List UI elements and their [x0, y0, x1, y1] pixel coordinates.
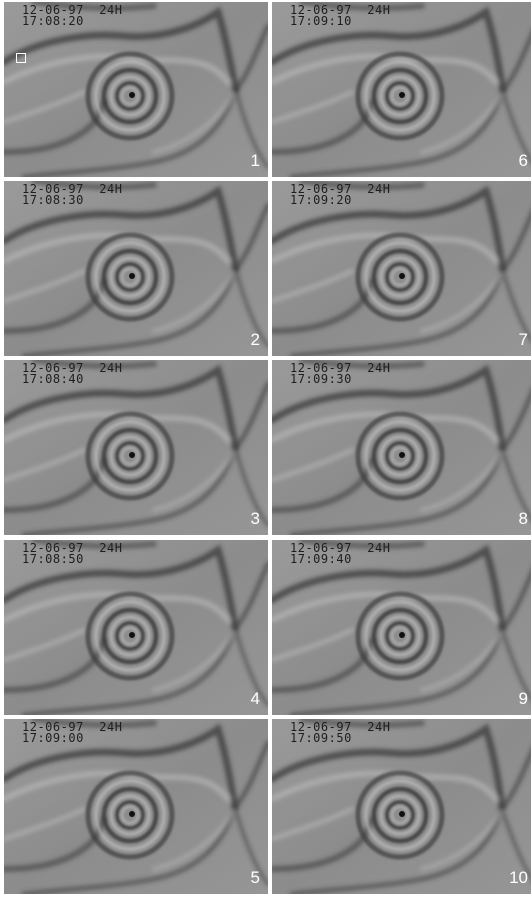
date-mode-line: 12-06-97 24H [22, 541, 123, 555]
time-text: 17:09:30 [290, 372, 352, 386]
date-text: 12-06-97 [290, 3, 352, 17]
spiral-wave-image [4, 360, 268, 535]
date-text: 12-06-97 [290, 541, 352, 555]
video-frame-10: 12-06-97 24H 17:09:50 10 [272, 719, 531, 894]
date-mode-line: 12-06-97 24H [22, 3, 123, 17]
timestamp-overlay: 12-06-97 24H 17:08:20 [22, 3, 123, 28]
date-mode-line: 12-06-97 24H [22, 182, 123, 196]
timestamp-overlay: 12-06-97 24H 17:09:20 [290, 182, 391, 207]
date-text: 12-06-97 [290, 361, 352, 375]
video-frame-4: 12-06-97 24H 17:08:50 4 [4, 540, 268, 715]
date-mode-line: 12-06-97 24H [290, 361, 391, 375]
timestamp-overlay: 12-06-97 24H 17:08:40 [22, 361, 123, 386]
frame-number: 2 [250, 330, 260, 349]
time-text: 17:08:40 [22, 372, 84, 386]
time-text: 17:09:00 [22, 731, 84, 745]
date-text: 12-06-97 [22, 182, 84, 196]
date-text: 12-06-97 [22, 541, 84, 555]
mode-text: 24H [367, 3, 391, 17]
time-text: 17:08:50 [22, 552, 84, 566]
video-frame-5: 12-06-97 24H 17:09:00 5 [4, 719, 268, 894]
mode-text: 24H [99, 182, 123, 196]
time-text: 17:09:10 [290, 14, 352, 28]
date-mode-line: 12-06-97 24H [290, 720, 391, 734]
mode-text: 24H [99, 361, 123, 375]
date-mode-line: 12-06-97 24H [290, 3, 391, 17]
date-text: 12-06-97 [290, 720, 352, 734]
time-text: 17:08:30 [22, 193, 84, 207]
frame-number: 4 [250, 689, 260, 708]
spiral-wave-image [272, 360, 531, 535]
spiral-wave-image [272, 719, 531, 894]
spiral-wave-image [4, 540, 268, 715]
date-text: 12-06-97 [290, 182, 352, 196]
time-text: 17:08:20 [22, 14, 84, 28]
frame-number: 1 [250, 151, 260, 170]
video-frame-3: 12-06-97 24H 17:08:40 3 [4, 360, 268, 535]
time-text: 17:09:40 [290, 552, 352, 566]
time-text: 17:09:50 [290, 731, 352, 745]
mode-text: 24H [99, 541, 123, 555]
date-text: 12-06-97 [22, 361, 84, 375]
date-mode-line: 12-06-97 24H [22, 720, 123, 734]
spiral-wave-image [4, 181, 268, 356]
mode-text: 24H [367, 361, 391, 375]
video-frame-1: 12-06-97 24H 17:08:20 1 [4, 2, 268, 177]
spiral-wave-image [272, 2, 531, 177]
mode-text: 24H [367, 182, 391, 196]
frame-number: 3 [250, 509, 260, 528]
video-frame-9: 12-06-97 24H 17:09:40 9 [272, 540, 531, 715]
frame-number: 5 [250, 868, 260, 887]
date-text: 12-06-97 [22, 3, 84, 17]
mode-text: 24H [367, 720, 391, 734]
spiral-wave-image [272, 540, 531, 715]
frame-number: 6 [518, 151, 528, 170]
date-mode-line: 12-06-97 24H [290, 541, 391, 555]
date-mode-line: 12-06-97 24H [22, 361, 123, 375]
mode-text: 24H [367, 541, 391, 555]
spiral-wave-image [272, 181, 531, 356]
date-text: 12-06-97 [22, 720, 84, 734]
video-frame-6: 12-06-97 24H 17:09:10 6 [272, 2, 531, 177]
timestamp-overlay: 12-06-97 24H 17:09:50 [290, 720, 391, 745]
timestamp-overlay: 12-06-97 24H 17:09:10 [290, 3, 391, 28]
spiral-wave-image [4, 719, 268, 894]
frame-number: 7 [518, 330, 528, 349]
video-frame-8: 12-06-97 24H 17:09:30 8 [272, 360, 531, 535]
frame-number: 9 [518, 689, 528, 708]
mode-text: 24H [99, 720, 123, 734]
mode-text: 24H [99, 3, 123, 17]
timestamp-overlay: 12-06-97 24H 17:08:50 [22, 541, 123, 566]
roi-square-marker [16, 53, 26, 63]
frame-number: 10 [509, 868, 528, 887]
frame-number: 8 [518, 509, 528, 528]
timestamp-overlay: 12-06-97 24H 17:08:30 [22, 182, 123, 207]
video-frame-2: 12-06-97 24H 17:08:30 2 [4, 181, 268, 356]
video-frame-7: 12-06-97 24H 17:09:20 7 [272, 181, 531, 356]
date-mode-line: 12-06-97 24H [290, 182, 391, 196]
time-text: 17:09:20 [290, 193, 352, 207]
timestamp-overlay: 12-06-97 24H 17:09:30 [290, 361, 391, 386]
timestamp-overlay: 12-06-97 24H 17:09:40 [290, 541, 391, 566]
spiral-wave-image [4, 2, 268, 177]
timestamp-overlay: 12-06-97 24H 17:09:00 [22, 720, 123, 745]
